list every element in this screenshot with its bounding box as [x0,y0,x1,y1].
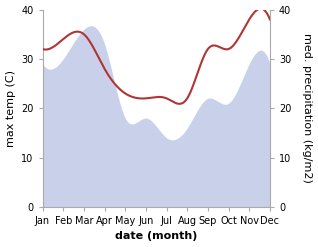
X-axis label: date (month): date (month) [115,231,197,242]
Y-axis label: max temp (C): max temp (C) [5,70,16,147]
Y-axis label: med. precipitation (kg/m2): med. precipitation (kg/m2) [302,33,313,183]
